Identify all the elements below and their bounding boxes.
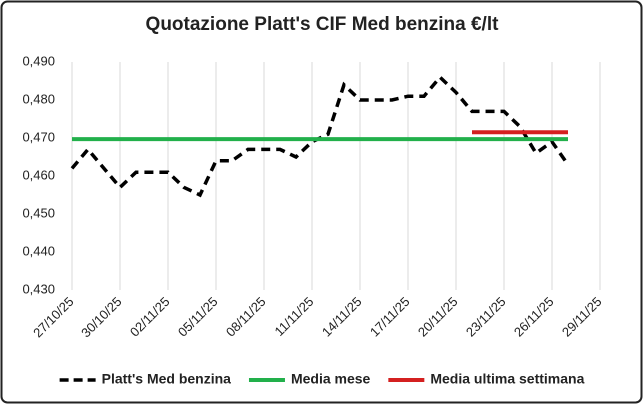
y-tick-label: 0,440 xyxy=(22,243,55,258)
y-tick-label: 0,450 xyxy=(22,205,55,220)
series-line xyxy=(70,74,570,198)
y-tick-label: 0,490 xyxy=(22,53,55,68)
legend-label: Platt's Med benzina xyxy=(102,371,232,387)
chart-title: Quotazione Platt's CIF Med benzina €/lt xyxy=(146,14,500,35)
legend-label: Media ultima settimana xyxy=(430,371,584,387)
legend-label: Media mese xyxy=(291,371,371,387)
y-tick-label: 0,430 xyxy=(22,281,55,296)
y-tick-label: 0,480 xyxy=(22,91,55,106)
y-tick-label: 0,470 xyxy=(22,129,55,144)
y-tick-label: 0,460 xyxy=(22,167,55,182)
